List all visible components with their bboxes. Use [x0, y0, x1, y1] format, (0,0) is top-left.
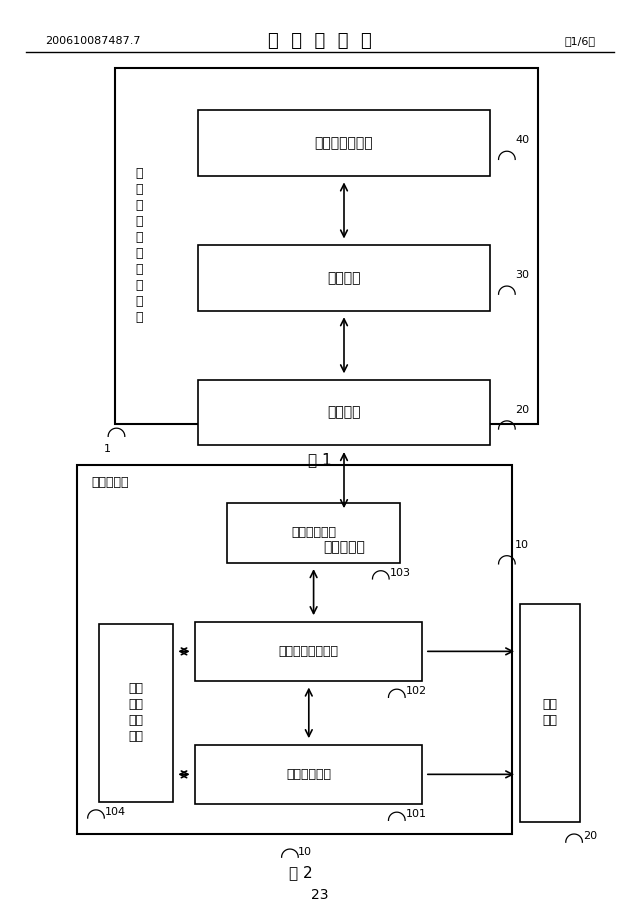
- FancyBboxPatch shape: [198, 110, 490, 176]
- Text: 103: 103: [390, 568, 411, 578]
- FancyBboxPatch shape: [198, 515, 490, 580]
- Text: 图 2: 图 2: [289, 865, 312, 880]
- Text: 用户界面模块: 用户界面模块: [291, 527, 336, 539]
- Text: 地图浏览器: 地图浏览器: [91, 476, 129, 489]
- Text: 业务
逻辑
处理
模块: 业务 逻辑 处理 模块: [129, 682, 143, 743]
- FancyBboxPatch shape: [99, 624, 173, 802]
- Text: 第1/6页: 第1/6页: [564, 36, 595, 46]
- Text: 101: 101: [406, 809, 427, 819]
- FancyBboxPatch shape: [195, 621, 422, 681]
- Text: 23: 23: [311, 887, 329, 902]
- Text: 1: 1: [104, 445, 111, 454]
- Text: 脚本语言解析模块: 脚本语言解析模块: [279, 645, 339, 658]
- Text: 20: 20: [515, 405, 529, 415]
- Text: 图 1: 图 1: [308, 453, 332, 467]
- Text: 接口模块: 接口模块: [327, 405, 361, 420]
- FancyBboxPatch shape: [520, 603, 580, 822]
- FancyBboxPatch shape: [77, 465, 512, 834]
- Text: 说  明  书  附  图: 说 明 书 附 图: [268, 32, 372, 50]
- Text: 手
机
地
图
移
动
终
端
平
台: 手 机 地 图 移 动 终 端 平 台: [136, 168, 143, 324]
- Text: 地图浏览器: 地图浏览器: [323, 540, 365, 555]
- Text: 20: 20: [583, 831, 597, 841]
- Text: 40: 40: [515, 136, 529, 145]
- Text: 接口
模块: 接口 模块: [543, 699, 557, 727]
- Text: 104: 104: [105, 807, 126, 816]
- Text: 200610087487.7: 200610087487.7: [45, 36, 140, 46]
- Text: 10: 10: [298, 847, 312, 856]
- Text: 本地地图数据库: 本地地图数据库: [315, 136, 373, 150]
- Text: 地图引擎: 地图引擎: [327, 271, 361, 285]
- FancyBboxPatch shape: [227, 503, 400, 562]
- FancyBboxPatch shape: [115, 68, 538, 424]
- Text: 数据处理模块: 数据处理模块: [286, 768, 332, 781]
- Text: 102: 102: [406, 686, 427, 696]
- Text: 30: 30: [515, 271, 529, 280]
- FancyBboxPatch shape: [195, 745, 422, 804]
- FancyBboxPatch shape: [198, 380, 490, 445]
- FancyBboxPatch shape: [198, 245, 490, 311]
- Text: 10: 10: [515, 540, 529, 549]
